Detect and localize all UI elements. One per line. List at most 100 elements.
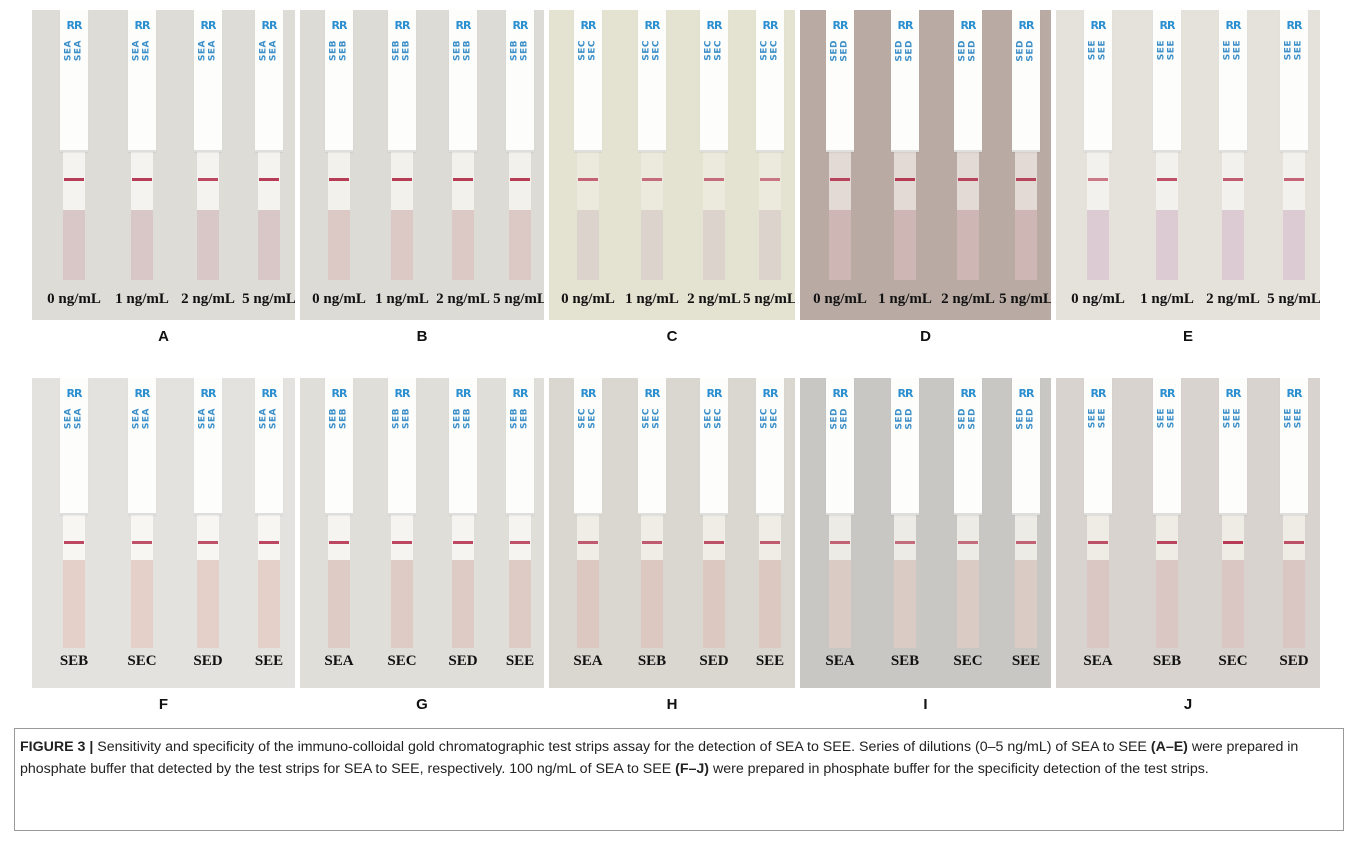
strip-logo: RR [1159, 19, 1176, 32]
strip-brand-text: SED SED [895, 408, 915, 430]
test-strip: RR SEA SEA [128, 378, 156, 648]
strip-brand-word: SEE [1087, 40, 1098, 61]
test-strip: RR SEB SEB [325, 378, 353, 648]
strip-brand-word: SEA [63, 40, 74, 62]
strip-brand-word: SEC [713, 40, 724, 61]
strip-brand-word: SEC [769, 40, 780, 61]
caption-frame [14, 728, 1344, 831]
strip-label-cover: RR SEA SEA [60, 378, 88, 515]
strip-logo: RR [897, 387, 914, 400]
test-strip: RR SED SED [891, 378, 919, 648]
strip-logo: RR [1159, 387, 1176, 400]
strip-brand-word: SED [957, 408, 968, 430]
strip-brand-word: SEB [328, 40, 339, 61]
test-strip: RR SEB SEB [388, 10, 416, 280]
panel-letter-i: I [923, 696, 928, 713]
test-strip: RR SEB SEB [325, 10, 353, 280]
test-strip: RR SEA SEA [128, 10, 156, 280]
strip-condition-label: SEB [1152, 653, 1182, 669]
strip-brand-word: SEC [577, 40, 588, 61]
strip-brand-text: SED SED [830, 40, 850, 62]
test-strip: RR SEA SEA [60, 378, 88, 648]
strip-label-cover: RR SED SED [891, 378, 919, 515]
strip-brand-word: SEB [462, 408, 473, 429]
sample-pad [1015, 210, 1037, 280]
strip-condition-label: SEE [254, 653, 284, 669]
strip-brand-text: SEC SEC [760, 40, 780, 61]
control-line [642, 541, 662, 544]
strip-label-cover: RR SEE SEE [1280, 10, 1308, 152]
strip-label-cover: RR SEC SEC [756, 10, 784, 152]
strip-brand-word: SEE [1166, 408, 1177, 429]
strip-label-cover: RR SEE SEE [1219, 10, 1247, 152]
control-line [830, 541, 850, 544]
strip-condition-label: 0 ng/mL [561, 291, 615, 307]
strip-brand-word: SEB [519, 40, 530, 61]
control-line [392, 541, 412, 544]
strip-brand-word: SEA [268, 40, 279, 62]
strip-brand-text: SEA SEA [63, 40, 84, 62]
strip-condition-label: 0 ng/mL [813, 291, 867, 307]
sample-pad [328, 560, 350, 648]
strip-brand-word: SEC [759, 408, 770, 429]
test-strip: RR SEA SEA [60, 10, 88, 280]
strip-brand-word: SEE [1283, 40, 1294, 61]
strip-brand-word: SED [839, 40, 850, 62]
strip-brand-word: SEE [1156, 408, 1167, 429]
sample-pad [1015, 560, 1037, 648]
sample-pad [197, 560, 219, 648]
strip-brand-word: SEB [401, 40, 412, 61]
test-strip: RR SEE SEE [1153, 10, 1181, 280]
test-strip: RR SEB SEB [506, 378, 534, 648]
test-strip: RR SEC SEC [638, 378, 666, 648]
control-line [132, 178, 152, 181]
sample-pad [1283, 560, 1305, 648]
strip-condition-label: SEA [324, 653, 354, 669]
strip-logo: RR [706, 387, 723, 400]
test-strip: RR SED SED [1012, 10, 1040, 280]
test-strip: RR SEC SEC [574, 10, 602, 280]
strip-label-cover: RR SED SED [1012, 10, 1040, 152]
sample-pad [577, 210, 599, 280]
strip-logo: RR [897, 19, 914, 32]
panel-e: RR SEE SEE 0 ng/mL RR SEE SEE 1 ng/mL RR SEE SEE 2 … [1056, 10, 1320, 320]
sample-pad [258, 210, 280, 280]
strip-brand-word: SEA [258, 408, 269, 430]
panel-letter-e: E [1182, 328, 1193, 345]
strip-logo: RR [960, 19, 977, 32]
control-line [1157, 178, 1177, 181]
sample-pad [63, 210, 85, 280]
panel-i: RR SED SED SEA RR SED SED SEB RR SED SED SEC RR SED SE… [800, 378, 1051, 688]
strip-logo: RR [261, 19, 278, 32]
control-line [1088, 178, 1108, 181]
sample-pad [1156, 560, 1178, 648]
strip-brand-word: SEB [509, 408, 520, 429]
control-line [895, 178, 915, 181]
sample-pad [703, 560, 725, 648]
strip-condition-label: 2 ng/mL [181, 291, 235, 307]
strip-condition-label: SED [448, 653, 478, 669]
strip-brand-word: SEE [1166, 40, 1177, 61]
strip-label-cover: RR SED SED [826, 378, 854, 515]
strip-logo: RR [832, 387, 849, 400]
strip-brand-word: SEA [141, 40, 152, 62]
strip-logo: RR [66, 19, 83, 32]
strip-brand-word: SED [1025, 40, 1036, 62]
strip-brand-text: SED SED [957, 408, 978, 430]
strip-condition-label: 5 ng/mL [999, 291, 1051, 307]
strip-brand-word: SED [904, 408, 915, 430]
test-strip: RR SEC SEC [638, 10, 666, 280]
strip-brand-text: SEA SEA [64, 408, 84, 429]
strip-condition-label: 5 ng/mL [242, 291, 295, 307]
strip-condition-label: SED [699, 653, 729, 669]
strip-condition-label: 0 ng/mL [47, 291, 101, 307]
control-line [1088, 541, 1108, 544]
strip-label-cover: RR SEB SEB [449, 10, 477, 152]
strip-brand-word: SEC [703, 408, 714, 429]
strip-brand-word: SEB [338, 408, 349, 429]
strip-brand-text: SEE SEE [1088, 408, 1108, 428]
strip-logo: RR [394, 19, 411, 32]
control-line [453, 541, 473, 544]
strip-label-cover: RR SEB SEB [388, 378, 416, 515]
strip-logo: RR [580, 19, 597, 32]
